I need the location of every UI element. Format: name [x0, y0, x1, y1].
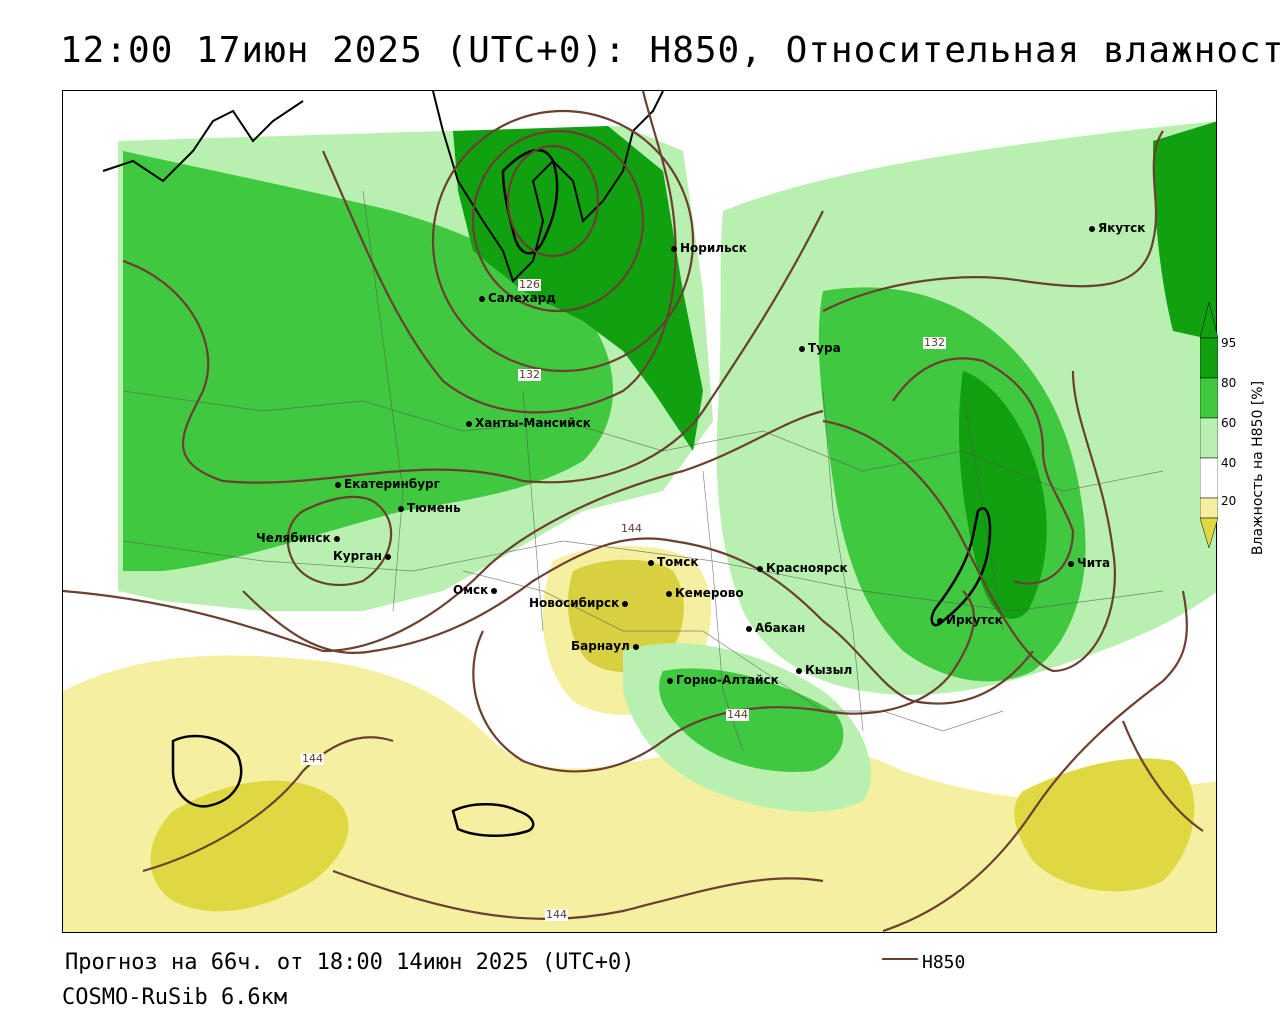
colorbar-tick: 60 [1221, 416, 1237, 430]
very-wet-east-band [958, 371, 1047, 619]
city-kemerovo: Кемерово [666, 586, 744, 600]
city-yekaterinburg: Екатеринбург [335, 477, 440, 491]
city-barnaul: Барнаул [571, 639, 642, 653]
contour-label: 144 [620, 522, 643, 535]
very-wet-east [1153, 121, 1216, 341]
aral-shore [451, 803, 535, 838]
very-dry-center [568, 559, 684, 673]
colorbar-tick: 95 [1221, 336, 1237, 350]
city-salekhard: Салехард [479, 291, 556, 305]
contour-label: 144 [301, 752, 324, 765]
city-novosibirsk: Новосибирск [529, 596, 631, 610]
city-marker-icon [466, 420, 472, 427]
dry-region-south [63, 655, 1216, 932]
contour-label: 126 [518, 278, 541, 291]
city-marker-icon [1089, 225, 1095, 232]
city-gorno-altaysk: Горно-Алтайск [667, 673, 779, 687]
contour-label: 144 [726, 708, 749, 721]
city-marker-icon [622, 600, 629, 607]
city-marker-icon [667, 677, 673, 684]
city-tomsk: Томск [648, 555, 699, 569]
coastline-nw [102, 100, 304, 183]
city-marker-icon [491, 587, 498, 594]
city-irkutsk: Иркутск [937, 613, 1003, 627]
city-tura: Тура [799, 341, 841, 355]
city-abakan: Абакан [746, 621, 805, 635]
colorbar-tick: 40 [1221, 456, 1237, 470]
city-marker-icon [335, 481, 341, 488]
city-marker-icon [796, 667, 802, 674]
lake-baikal [930, 507, 992, 627]
city-marker-icon [398, 505, 404, 512]
city-marker-icon [746, 625, 752, 632]
model-name: COSMO-RuSib 6.6км [62, 985, 288, 1010]
colorbar [1200, 301, 1218, 549]
city-chita: Чита [1068, 556, 1110, 570]
map-title: 12:00 17июн 2025 (UTC+0): H850, Относите… [60, 30, 1280, 71]
humidity-map [63, 91, 1216, 932]
city-marker-icon [937, 617, 943, 624]
h850-contours [63, 91, 1204, 932]
colorbar-title: Влажность на H850 [%] [1250, 380, 1266, 556]
city-marker-icon [671, 245, 677, 252]
city-omsk: Омск [453, 583, 500, 597]
h850-legend-line [882, 958, 918, 960]
map-frame: 126 132 132 144 144 144 144 Норильск Яку… [62, 90, 1217, 933]
contour-label: 144 [545, 908, 568, 921]
city-marker-icon [1068, 560, 1074, 567]
city-marker-icon [757, 565, 763, 572]
caspian-shore [171, 734, 243, 808]
city-marker-icon [333, 535, 340, 542]
city-yakutsk: Якутск [1089, 221, 1145, 235]
city-marker-icon [799, 345, 805, 352]
very-wet-north [453, 126, 703, 451]
city-kurgan: Курган [333, 549, 394, 563]
city-tyumen: Тюмень [398, 501, 461, 515]
city-marker-icon [384, 553, 391, 560]
contour-label: 132 [518, 368, 541, 381]
colorbar-tick: 20 [1221, 494, 1237, 508]
city-norilsk: Норильск [671, 241, 747, 255]
forecast-info: Прогноз на 66ч. от 18:00 14июн 2025 (UTC… [65, 950, 635, 975]
colorbar-tick: 80 [1221, 376, 1237, 390]
contour-label: 132 [923, 336, 946, 349]
city-kyzyl: Кызыл [796, 663, 852, 677]
h850-legend-label: H850 [922, 952, 966, 973]
very-dry-sw [150, 780, 349, 912]
city-marker-icon [648, 559, 654, 566]
very-dry-se [1014, 758, 1195, 892]
city-marker-icon [632, 643, 639, 650]
city-khanty-mansiysk: Ханты-Мансийск [466, 416, 591, 430]
city-marker-icon [479, 295, 485, 302]
city-krasnoyarsk: Красноярск [757, 561, 848, 575]
city-chelyabinsk: Челябинск [256, 531, 343, 545]
city-marker-icon [666, 590, 672, 597]
